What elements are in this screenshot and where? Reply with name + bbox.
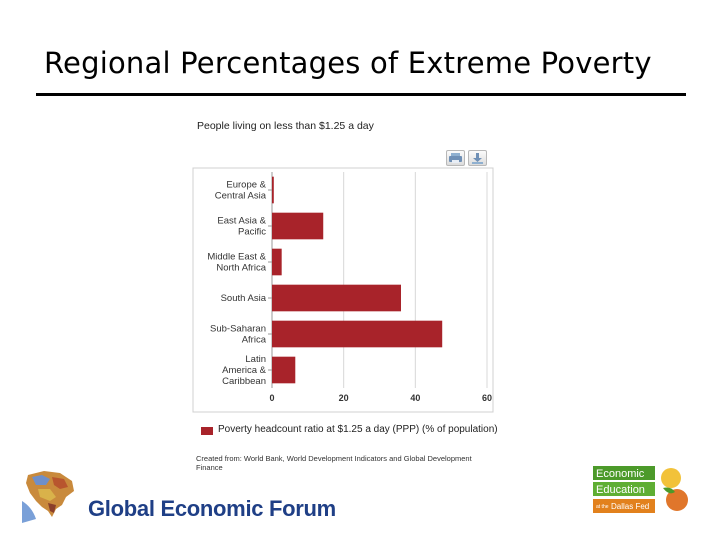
x-tick-label: 0 (269, 393, 274, 403)
category-label: Latin (245, 354, 266, 365)
x-tick-label: 20 (339, 393, 349, 403)
edu-logo-bar-2 (593, 482, 655, 496)
print-button[interactable] (446, 150, 465, 166)
bar (272, 320, 443, 348)
edu-logo-orange (666, 489, 688, 511)
bar (272, 356, 296, 384)
download-icon (472, 153, 483, 164)
x-tick-label: 60 (482, 393, 492, 403)
economic-education-logo: Economic Education at the Dallas Fed (593, 466, 688, 513)
category-label: Middle East & (207, 252, 266, 263)
legend-label: Poverty headcount ratio at $1.25 a day (… (218, 424, 498, 435)
north-america-map-logo (22, 467, 80, 523)
edu-logo-apple (661, 468, 681, 488)
category-label: Europe & (226, 180, 266, 191)
category-label: North Africa (216, 263, 266, 274)
bar (272, 248, 282, 276)
edu-logo-bar-3 (593, 499, 655, 513)
bar (272, 176, 274, 204)
slide-title: Regional Percentages of Extreme Poverty (44, 46, 652, 80)
chart-title: People living on less than $1.25 a day (197, 120, 374, 132)
x-tick-label: 40 (410, 393, 420, 403)
category-label: Caribbean (222, 376, 266, 387)
print-icon (449, 153, 462, 163)
bar (272, 212, 324, 240)
edu-logo-line3: Dallas Fed (611, 502, 649, 511)
download-button[interactable] (468, 150, 487, 166)
edu-logo-leaf (663, 487, 675, 494)
category-label: Africa (242, 335, 267, 346)
data-source-credit: Created from: World Bank, World Developm… (196, 454, 472, 472)
legend-swatch (201, 427, 213, 435)
category-label: Sub-Saharan (210, 324, 266, 335)
edu-logo-prefix: at the (596, 504, 609, 510)
title-rule (36, 93, 686, 96)
edu-logo-bar-1 (593, 466, 655, 480)
category-label: America & (222, 365, 266, 376)
forum-name: Global Economic Forum (88, 496, 336, 521)
category-label: South Asia (221, 293, 267, 304)
category-label: East Asia & (217, 216, 266, 227)
edu-logo-line2: Education (596, 484, 645, 496)
edu-logo-line1: Economic (596, 468, 645, 480)
bar (272, 284, 401, 312)
category-label: Pacific (238, 227, 266, 238)
category-label: Central Asia (215, 191, 267, 202)
